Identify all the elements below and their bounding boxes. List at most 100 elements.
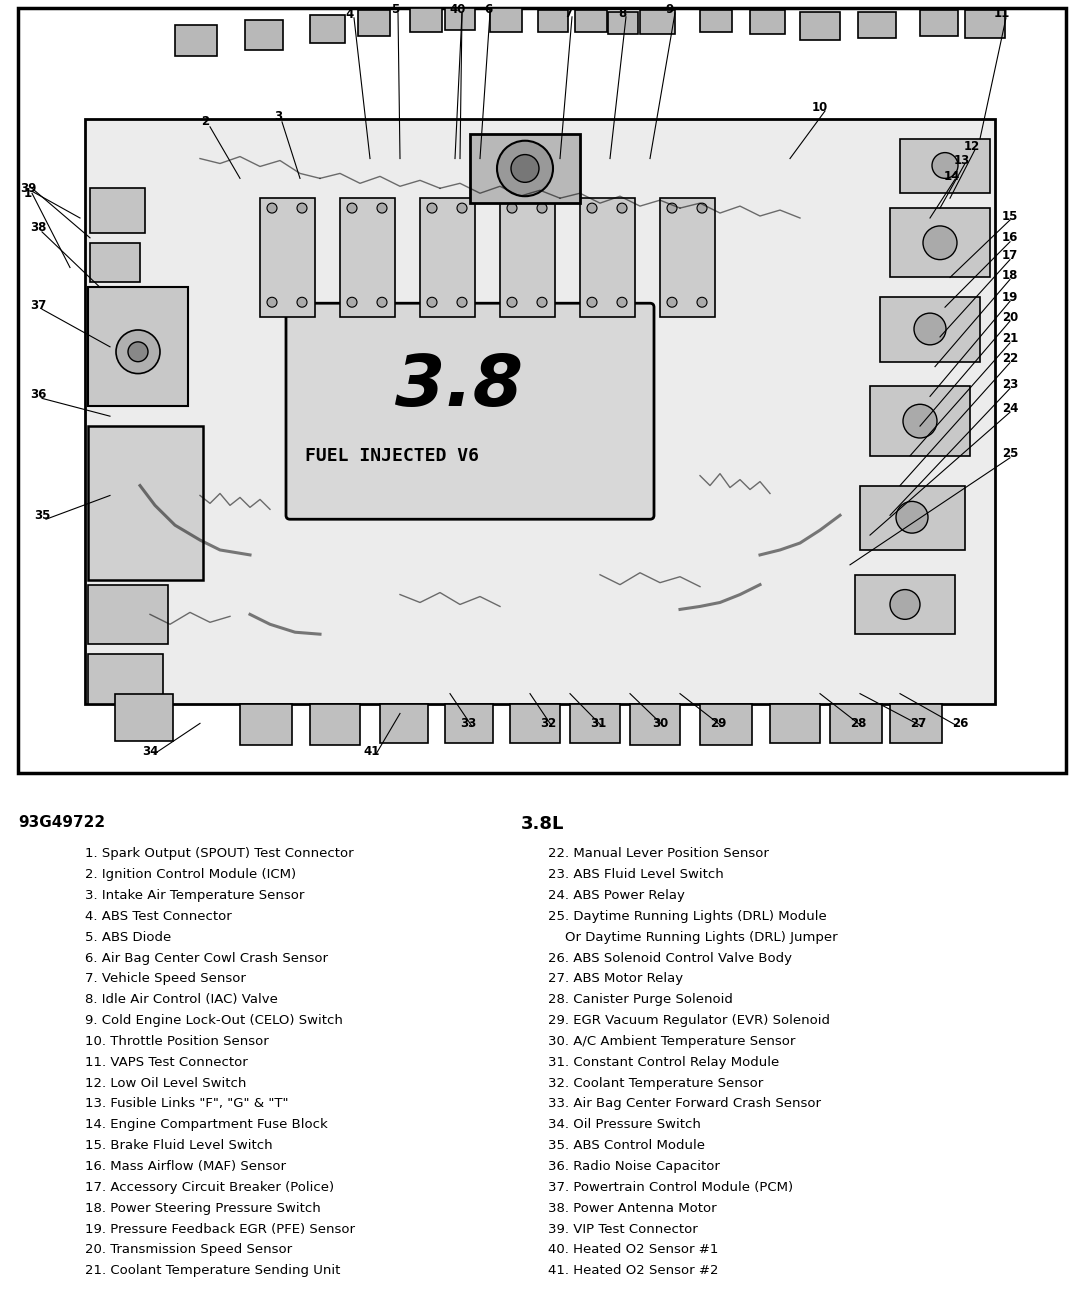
Bar [90, 188, 145, 233]
Text: 93G49722: 93G49722 [18, 815, 105, 830]
Text: 33. Air Bag Center Forward Crash Sensor: 33. Air Bag Center Forward Crash Sensor [548, 1097, 821, 1110]
Bar [410, 8, 442, 32]
Bar [175, 24, 217, 57]
Text: 30. A/C Ambient Temperature Sensor: 30. A/C Ambient Temperature Sensor [548, 1035, 795, 1048]
Bar [245, 19, 283, 49]
Bar [890, 208, 990, 277]
Text: 9. Cold Engine Lock-Out (CELO) Switch: 9. Cold Engine Lock-Out (CELO) Switch [85, 1014, 343, 1027]
Bar [85, 119, 995, 704]
Bar [240, 704, 292, 745]
Text: 14. Engine Compartment Fuse Block: 14. Engine Compartment Fuse Block [85, 1119, 328, 1132]
Text: 16: 16 [1001, 231, 1018, 245]
Text: 41. Heated O2 Sensor #2: 41. Heated O2 Sensor #2 [548, 1265, 718, 1277]
FancyBboxPatch shape [286, 303, 654, 519]
Circle shape [267, 204, 277, 213]
Text: 35. ABS Control Module: 35. ABS Control Module [548, 1139, 705, 1152]
Text: 41: 41 [363, 745, 380, 758]
Circle shape [427, 204, 437, 213]
Text: 16. Mass Airflow (MAF) Sensor: 16. Mass Airflow (MAF) Sensor [85, 1160, 286, 1173]
Text: 40: 40 [450, 4, 467, 17]
Text: 1. Spark Output (SPOUT) Test Connector: 1. Spark Output (SPOUT) Test Connector [85, 847, 354, 860]
Text: 2. Ignition Control Module (ICM): 2. Ignition Control Module (ICM) [85, 869, 296, 882]
Circle shape [667, 298, 677, 307]
Circle shape [297, 298, 307, 307]
Bar [340, 199, 395, 317]
Text: 27: 27 [910, 717, 927, 730]
Text: 19. Pressure Feedback EGR (PFE) Sensor: 19. Pressure Feedback EGR (PFE) Sensor [85, 1222, 355, 1235]
Circle shape [697, 298, 707, 307]
Text: 3.8: 3.8 [395, 352, 523, 422]
Text: 12: 12 [963, 141, 980, 153]
Text: 4: 4 [346, 8, 354, 22]
Text: 8: 8 [617, 8, 626, 21]
Text: 29. EGR Vacuum Regulator (EVR) Solenoid: 29. EGR Vacuum Regulator (EVR) Solenoid [548, 1014, 830, 1027]
Bar [88, 287, 188, 406]
Text: 38. Power Antenna Motor: 38. Power Antenna Motor [548, 1201, 716, 1214]
Bar [510, 704, 560, 744]
Text: 26. ABS Solenoid Control Valve Body: 26. ABS Solenoid Control Valve Body [548, 951, 792, 964]
Text: 18. Power Steering Pressure Switch: 18. Power Steering Pressure Switch [85, 1201, 321, 1214]
Bar [90, 242, 140, 282]
Bar [640, 10, 675, 34]
Text: 29: 29 [710, 717, 726, 730]
Bar [88, 654, 163, 704]
Text: 31. Constant Control Relay Module: 31. Constant Control Relay Module [548, 1056, 779, 1069]
Bar [830, 704, 882, 744]
Bar [858, 12, 896, 37]
Text: 36: 36 [29, 388, 47, 401]
Circle shape [347, 298, 357, 307]
Text: 20. Transmission Speed Sensor: 20. Transmission Speed Sensor [85, 1244, 292, 1257]
Circle shape [376, 204, 387, 213]
Circle shape [537, 204, 547, 213]
Bar [630, 704, 680, 745]
Text: 24: 24 [1001, 402, 1018, 415]
Text: 35: 35 [34, 509, 50, 522]
Text: 20: 20 [1001, 311, 1018, 324]
Text: 32: 32 [540, 717, 557, 730]
Bar [88, 585, 168, 644]
Circle shape [297, 204, 307, 213]
Text: 34: 34 [142, 745, 158, 758]
Text: 28: 28 [850, 717, 866, 730]
Text: 40. Heated O2 Sensor #1: 40. Heated O2 Sensor #1 [548, 1244, 718, 1257]
Bar [660, 199, 715, 317]
Bar [115, 693, 173, 741]
Circle shape [617, 298, 627, 307]
Circle shape [128, 342, 148, 362]
Text: FUEL INJECTED V6: FUEL INJECTED V6 [305, 447, 478, 465]
Bar [920, 10, 958, 36]
Bar [420, 199, 475, 317]
Text: 7: 7 [564, 8, 572, 21]
Text: 25. Daytime Running Lights (DRL) Module: 25. Daytime Running Lights (DRL) Module [548, 910, 827, 923]
Text: 21. Coolant Temperature Sending Unit: 21. Coolant Temperature Sending Unit [85, 1265, 341, 1277]
Bar [965, 10, 1005, 37]
Circle shape [537, 298, 547, 307]
Text: 38: 38 [29, 222, 47, 235]
Circle shape [267, 298, 277, 307]
Bar [260, 199, 315, 317]
Text: 10. Throttle Position Sensor: 10. Throttle Position Sensor [85, 1035, 269, 1048]
Text: 32. Coolant Temperature Sensor: 32. Coolant Temperature Sensor [548, 1076, 763, 1089]
Circle shape [497, 141, 553, 196]
Bar [860, 486, 965, 550]
Text: 6: 6 [484, 4, 493, 17]
Bar [770, 704, 820, 744]
Circle shape [347, 204, 357, 213]
Text: 12. Low Oil Level Switch: 12. Low Oil Level Switch [85, 1076, 246, 1089]
Text: 24. ABS Power Relay: 24. ABS Power Relay [548, 889, 685, 902]
Text: 2: 2 [201, 116, 209, 129]
Text: 36. Radio Noise Capacitor: 36. Radio Noise Capacitor [548, 1160, 719, 1173]
Text: 39: 39 [20, 182, 36, 195]
Text: 19: 19 [1001, 291, 1018, 304]
Text: 15: 15 [1001, 210, 1018, 223]
Text: 37. Powertrain Control Module (PCM): 37. Powertrain Control Module (PCM) [548, 1181, 793, 1194]
Circle shape [903, 405, 937, 438]
Bar [855, 575, 955, 634]
Text: 5: 5 [391, 4, 399, 17]
Text: 23: 23 [1001, 378, 1018, 391]
Text: 25: 25 [1001, 447, 1018, 460]
Bar [310, 704, 360, 745]
Text: 37: 37 [30, 299, 47, 312]
Text: 33: 33 [460, 717, 476, 730]
Bar [470, 134, 580, 204]
